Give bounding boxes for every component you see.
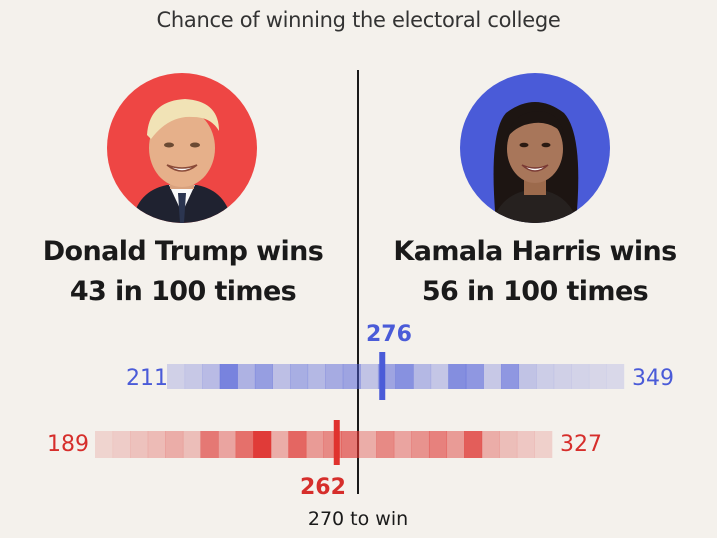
harris-strip-cell — [290, 364, 309, 389]
trump-strip-cell — [358, 431, 377, 458]
harris-strip-cell — [465, 364, 484, 389]
trump-strip-cell — [200, 431, 219, 458]
harris-strip-cell — [448, 364, 467, 389]
harris-win-label: Kamala Harris wins — [393, 236, 677, 267]
trump-strip-cell — [235, 431, 254, 458]
harris-portrait — [460, 73, 610, 223]
trump-strip-cell — [534, 431, 553, 458]
harris-strip-cell — [272, 364, 291, 389]
trump-strip-cell — [288, 431, 307, 458]
harris-strip-cell — [536, 364, 555, 389]
chart-title: Chance of winning the electoral college — [156, 8, 561, 32]
harris-strip-cell — [360, 364, 379, 389]
trump-strip-cell — [253, 431, 272, 458]
harris-strip-cell — [202, 364, 221, 389]
trump-strip-cell — [270, 431, 289, 458]
harris-strip-cell — [219, 364, 238, 389]
trump-strip-cell — [147, 431, 166, 458]
trump-strip-cell — [464, 431, 483, 458]
trump-win-label: Donald Trump wins — [42, 236, 324, 267]
harris-strip-cell — [518, 364, 537, 389]
trump-median-marker — [333, 420, 340, 465]
harris-strip-cell — [325, 364, 344, 389]
harris-strip-cell — [342, 364, 361, 389]
trump-min-label: 189 — [47, 432, 89, 457]
threshold-line — [357, 70, 359, 494]
harris-odds: 56 in 100 times — [421, 276, 649, 307]
harris-strip-cell — [483, 364, 502, 389]
harris-strip-cell — [588, 364, 607, 389]
trump-max-label: 327 — [560, 432, 602, 457]
trump-strip-cell — [411, 431, 430, 458]
harris-strip-cell — [237, 364, 256, 389]
trump-result: Donald Trump wins 43 in 100 times — [33, 232, 333, 312]
trump-strip-cell — [481, 431, 500, 458]
trump-strip-cell — [182, 431, 201, 458]
trump-strip-cell — [305, 431, 324, 458]
threshold-label: 270 to win — [307, 508, 409, 530]
trump-strip-cell — [130, 431, 149, 458]
harris-min-label: 211 — [126, 366, 168, 391]
trump-median-label: 262 — [300, 475, 346, 500]
trump-strip-cell — [341, 431, 360, 458]
harris-max-label: 349 — [632, 366, 674, 391]
harris-strip-cell — [167, 364, 186, 389]
trump-odds: 43 in 100 times — [69, 276, 297, 307]
trump-strip-cell — [446, 431, 465, 458]
harris-strip-cell — [254, 364, 273, 389]
trump-strip-cell — [165, 431, 184, 458]
harris-strip-cell — [413, 364, 432, 389]
trump-strip-cell — [376, 431, 395, 458]
harris-strip-cell — [571, 364, 590, 389]
harris-strip-cell — [500, 364, 520, 389]
harris-strip-cell — [184, 364, 203, 389]
harris-strip-cell — [395, 364, 414, 389]
harris-strip-cell — [430, 364, 449, 389]
trump-strip-cell — [95, 431, 114, 458]
trump-strip-cell — [393, 431, 412, 458]
trump-strip-cell — [112, 431, 131, 458]
trump-strip-cell — [499, 431, 518, 458]
harris-median-label: 276 — [366, 322, 412, 347]
harris-result: Kamala Harris wins 56 in 100 times — [385, 232, 685, 312]
trump-portrait — [107, 73, 257, 223]
harris-strip-cell — [553, 364, 572, 389]
trump-strip-cell — [516, 431, 535, 458]
harris-strip-cell — [606, 364, 625, 389]
trump-strip-cell — [428, 431, 448, 458]
trump-strip-cell — [218, 431, 237, 458]
harris-strip-cell — [307, 364, 326, 389]
harris-median-marker — [379, 352, 386, 400]
